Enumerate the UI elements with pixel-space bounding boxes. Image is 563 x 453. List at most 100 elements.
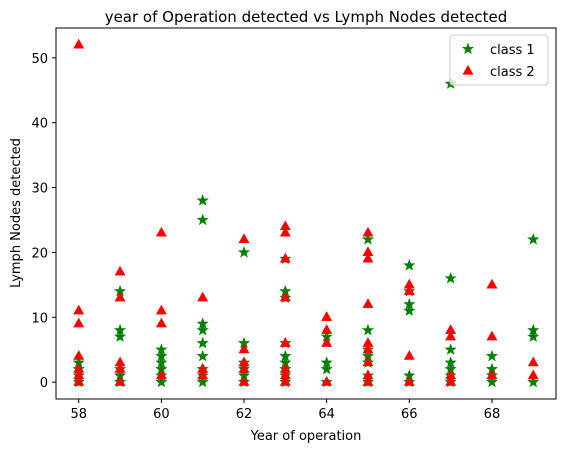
triangle-point xyxy=(73,376,85,386)
x-tick-label: 68 xyxy=(484,407,501,422)
triangle-point xyxy=(279,252,291,263)
star-point xyxy=(196,323,209,336)
triangle-point xyxy=(197,363,209,373)
triangle-point xyxy=(527,356,539,367)
y-tick-label: 20 xyxy=(31,246,48,261)
y-tick-label: 0 xyxy=(40,376,48,391)
triangle-point xyxy=(73,317,85,328)
triangle-point xyxy=(362,298,374,308)
triangle-point xyxy=(362,252,374,263)
star-point xyxy=(196,194,209,206)
triangle-point xyxy=(73,38,85,49)
triangle-point xyxy=(403,376,415,386)
x-tick-label: 62 xyxy=(236,407,253,422)
star-point xyxy=(196,349,209,362)
triangle-point xyxy=(279,291,291,302)
star-point xyxy=(155,356,168,368)
star-point xyxy=(403,304,416,316)
triangle-point xyxy=(362,343,374,354)
triangle-point xyxy=(114,291,126,302)
triangle-point xyxy=(362,356,374,367)
x-tick-label: 60 xyxy=(153,407,170,422)
triangle-point xyxy=(279,226,291,237)
triangle-point xyxy=(73,350,85,360)
triangle-point xyxy=(279,337,291,347)
legend-marker-class-1 xyxy=(461,42,475,55)
legend-label-class-2: class 2 xyxy=(490,65,535,80)
star-point xyxy=(485,349,498,362)
triangle-point xyxy=(362,369,374,380)
star-point xyxy=(196,317,209,329)
triangle-point xyxy=(321,324,333,334)
star-point xyxy=(320,362,333,375)
star-point xyxy=(114,323,127,336)
triangle-point xyxy=(155,317,167,328)
x-tick-label: 64 xyxy=(318,407,335,422)
star-point xyxy=(403,259,416,271)
star-point xyxy=(237,246,251,258)
star-point xyxy=(403,297,416,310)
x-tick-label: 66 xyxy=(401,407,418,422)
triangle-point xyxy=(155,226,167,237)
triangle-point xyxy=(403,278,415,289)
triangle-point xyxy=(362,337,374,347)
triangle-point xyxy=(155,304,167,315)
y-tick-label: 50 xyxy=(31,52,48,67)
triangle-point xyxy=(321,337,333,347)
triangle-point xyxy=(362,246,374,257)
triangle-point xyxy=(238,343,250,354)
triangle-point xyxy=(114,376,126,386)
star-point xyxy=(361,233,375,245)
triangle-point xyxy=(238,233,250,244)
triangle-point xyxy=(238,376,250,386)
star-point xyxy=(155,349,168,362)
legend-triangle-icon xyxy=(462,64,474,75)
plot-frame xyxy=(55,27,557,400)
legend-marker-class-2 xyxy=(462,64,474,75)
triangle-point xyxy=(155,369,167,380)
triangle-point xyxy=(279,369,291,380)
star-point xyxy=(155,375,168,388)
star-point xyxy=(527,330,540,342)
star-point xyxy=(320,356,333,368)
y-tick-label: 10 xyxy=(31,311,48,326)
triangle-point xyxy=(362,376,374,386)
star-point xyxy=(155,343,168,355)
legend-star-icon xyxy=(461,42,475,55)
triangle-point xyxy=(238,356,250,367)
triangle-point xyxy=(445,369,457,380)
data-points xyxy=(72,38,540,388)
triangle-point xyxy=(445,330,457,341)
triangle-point xyxy=(321,376,333,386)
triangle-point xyxy=(279,363,291,373)
star-point xyxy=(196,213,209,226)
triangle-point xyxy=(486,278,498,289)
triangle-point xyxy=(238,363,250,373)
legend: class 1 class 2 xyxy=(449,34,549,86)
triangle-point xyxy=(445,324,457,334)
triangle-point xyxy=(445,376,457,386)
star-point xyxy=(527,323,540,336)
star-point xyxy=(196,375,209,388)
triangle-point xyxy=(279,220,291,231)
star-point xyxy=(196,336,209,349)
series-2 xyxy=(73,38,539,386)
star-point xyxy=(444,356,457,368)
star-point xyxy=(279,349,292,362)
triangle-point xyxy=(114,363,126,373)
triangle-point xyxy=(197,291,209,302)
star-point xyxy=(114,330,127,342)
star-point xyxy=(485,375,498,388)
triangle-point xyxy=(321,311,333,321)
triangle-point xyxy=(73,363,85,373)
x-axis-label: Year of operation xyxy=(250,429,362,444)
star-point xyxy=(444,272,457,284)
chart-title: year of Operation detected vs Lymph Node… xyxy=(105,8,508,26)
star-point xyxy=(444,343,457,355)
triangle-point xyxy=(486,330,498,341)
y-tick-label: 40 xyxy=(31,117,48,132)
legend-box xyxy=(449,34,549,86)
triangle-point xyxy=(362,226,374,237)
triangle-point xyxy=(73,369,85,380)
